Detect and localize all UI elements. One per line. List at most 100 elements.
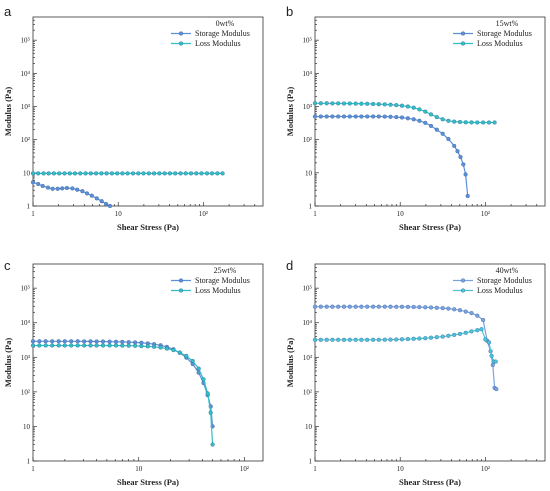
- y-axis-title: Modulus (Pa): [285, 87, 295, 137]
- data-point: [70, 186, 75, 191]
- y-tick-label: 10³: [303, 354, 312, 362]
- data-point: [494, 387, 499, 392]
- data-point: [440, 131, 445, 136]
- data-point: [440, 334, 445, 339]
- data-point: [62, 343, 67, 348]
- data-point: [452, 143, 457, 148]
- y-tick-label: 10: [23, 423, 31, 431]
- data-point: [463, 120, 468, 125]
- data-point: [376, 304, 381, 309]
- data-point: [434, 335, 439, 340]
- x-tick-label: 10: [135, 465, 143, 473]
- data-point: [210, 442, 215, 447]
- data-point: [469, 329, 474, 334]
- data-point: [382, 102, 387, 107]
- data-point: [330, 337, 335, 342]
- data-point: [382, 304, 387, 309]
- data-point: [55, 186, 60, 191]
- data-point: [80, 189, 85, 194]
- data-point: [37, 343, 42, 348]
- legend-entry: Loss Modulus: [195, 286, 241, 295]
- data-point: [388, 337, 393, 342]
- data-point: [428, 335, 434, 340]
- data-point: [50, 339, 55, 344]
- data-point: [201, 377, 206, 382]
- data-point: [330, 101, 335, 106]
- data-point: [481, 317, 486, 323]
- legend-entry: Storage Modulus: [477, 276, 532, 285]
- data-point: [208, 410, 213, 415]
- legend-swatch-marker: [460, 41, 466, 46]
- data-point: [359, 114, 364, 119]
- data-point: [173, 171, 178, 176]
- data-point: [104, 201, 109, 207]
- series-storage-modulus: [312, 114, 470, 199]
- x-tick-label: 1: [31, 210, 35, 218]
- y-tick-label: 10⁵: [303, 285, 313, 293]
- data-point: [481, 120, 486, 125]
- data-point: [45, 185, 51, 190]
- data-point: [130, 171, 136, 176]
- data-point: [196, 366, 201, 371]
- data-point: [399, 103, 405, 108]
- data-point: [465, 193, 470, 199]
- data-point: [394, 115, 399, 120]
- x-tick-label: 1: [313, 210, 317, 218]
- data-point: [463, 172, 468, 177]
- data-point: [405, 337, 410, 342]
- y-tick-label: 10³: [21, 354, 30, 362]
- panel-title: 40wt%: [496, 266, 519, 275]
- plot-frame: [314, 263, 546, 462]
- data-point: [64, 185, 69, 191]
- data-point: [371, 304, 376, 309]
- data-point: [94, 171, 99, 176]
- legend-swatch-marker: [178, 41, 184, 46]
- data-point: [371, 101, 376, 107]
- data-point: [341, 101, 347, 106]
- data-point: [100, 343, 106, 348]
- data-point: [167, 171, 172, 176]
- data-point: [318, 304, 323, 309]
- series-storage-modulus: [30, 180, 113, 209]
- data-point: [417, 305, 422, 310]
- data-point: [423, 109, 428, 114]
- data-point: [204, 171, 210, 176]
- panel-title: 15wt%: [496, 19, 519, 28]
- data-point: [324, 304, 329, 309]
- data-point: [99, 171, 104, 176]
- data-point: [82, 343, 87, 348]
- data-point: [411, 304, 416, 310]
- data-point: [50, 343, 55, 348]
- data-point: [428, 123, 434, 128]
- data-point: [434, 127, 439, 132]
- data-point: [183, 171, 188, 176]
- data-point: [67, 171, 72, 176]
- series-storage-modulus: [312, 304, 499, 392]
- data-point: [446, 306, 451, 311]
- data-point: [99, 199, 104, 204]
- data-point: [399, 304, 405, 309]
- y-tick-label: 10³: [21, 103, 30, 111]
- y-tick-label: 10: [23, 169, 31, 177]
- x-tick-label: 10²: [199, 210, 208, 218]
- data-point: [483, 337, 488, 342]
- data-point: [162, 171, 167, 176]
- data-point: [382, 114, 387, 119]
- data-point: [120, 339, 125, 344]
- y-axis-title: Modulus (Pa): [3, 87, 13, 137]
- data-point: [171, 348, 176, 353]
- data-point: [457, 308, 463, 313]
- data-point: [446, 136, 451, 142]
- data-point: [457, 119, 463, 125]
- data-point: [152, 171, 157, 176]
- y-tick-label: 1: [27, 458, 31, 466]
- data-point: [133, 343, 138, 348]
- data-point: [388, 102, 393, 107]
- data-point: [178, 171, 183, 176]
- data-point: [463, 330, 468, 335]
- data-point: [492, 120, 497, 125]
- data-point: [324, 114, 329, 119]
- data-point: [347, 101, 352, 106]
- data-point: [30, 171, 36, 176]
